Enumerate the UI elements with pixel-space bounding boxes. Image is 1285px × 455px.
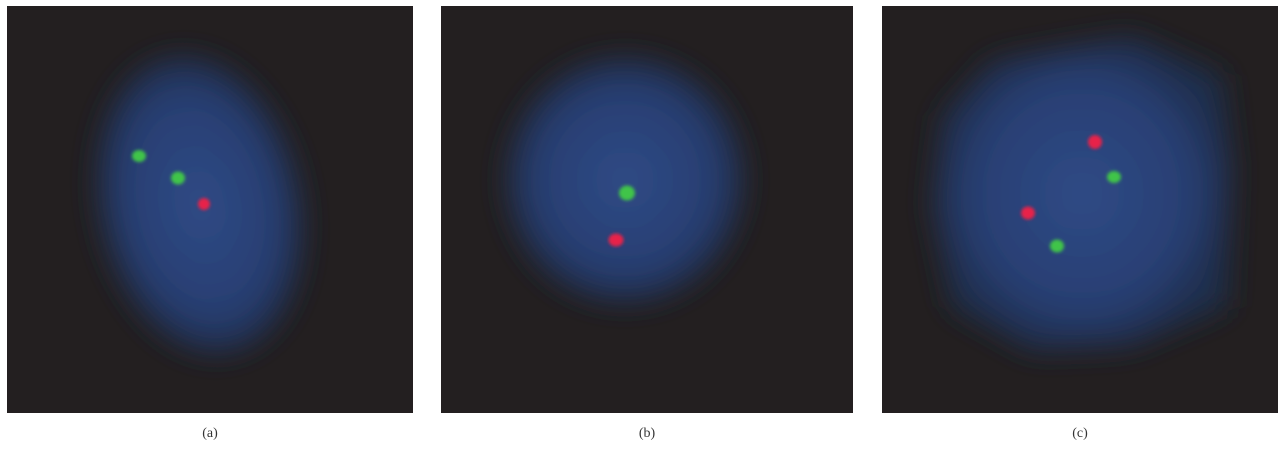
green-signal — [132, 150, 146, 162]
green-signal — [1107, 171, 1121, 183]
green-signal — [1050, 240, 1064, 253]
green-signal — [619, 186, 635, 201]
page: (a) (b) (c) (() => { const data = JSON.p… — [0, 0, 1285, 455]
red-signal — [1021, 207, 1035, 220]
panel-caption: (a) — [160, 426, 260, 442]
image-panel — [882, 6, 1278, 413]
red-signal — [609, 234, 624, 247]
panel-caption: (b) — [597, 426, 697, 442]
panel-caption: (c) — [1030, 426, 1130, 442]
nucleus — [932, 36, 1232, 351]
red-signal — [1088, 135, 1102, 149]
image-panel — [7, 6, 413, 413]
nucleus — [507, 58, 743, 302]
red-signal — [198, 198, 210, 210]
image-panel — [441, 6, 853, 413]
green-signal — [171, 172, 185, 185]
